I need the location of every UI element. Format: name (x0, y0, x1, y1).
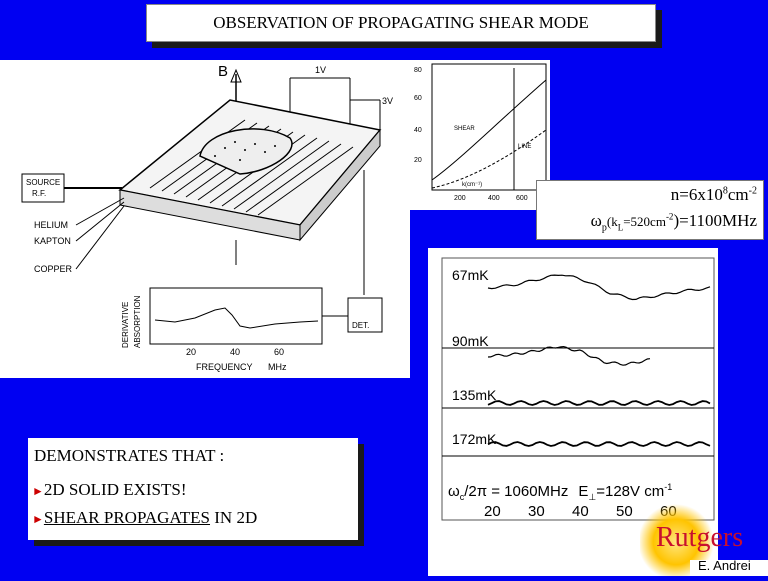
demonstrates-box: DEMONSTRATES THAT : ►2D SOLID EXISTS! ►S… (28, 438, 358, 540)
trace-line-67mK (487, 274, 711, 301)
source-label-1: SOURCE (26, 178, 60, 187)
density-line-1: n=6x108cm-2 (671, 185, 757, 205)
trace-xtick-20: 20 (484, 503, 501, 520)
density-unit-exp: -2 (748, 185, 757, 197)
disp-xtick-200: 200 (454, 195, 466, 202)
cond-omega: ω (448, 483, 460, 500)
cond-field-sub: ⊥ (588, 492, 596, 502)
condition-text: ωc/2π = 1060MHz E⊥=128V cm-1 (448, 482, 672, 502)
density-unit: cm (727, 185, 749, 204)
trace-xtick-40: 40 (572, 503, 589, 520)
demo-bullet-2-underlined: SHEAR PROPAGATES (43, 508, 211, 527)
k-sub: L (617, 222, 624, 233)
apparatus-drawing: B 1V 3V SOURCE R.F. HELIUM KAPTON COPPER (21, 63, 393, 372)
rutgers-logo: Rutgers E. Andrei (638, 500, 768, 580)
density-box: n=6x108cm-2 ωp(kL=520cm-2)=1100MHz (536, 180, 764, 240)
dispersion-plot: 80 60 40 20 SHEAR LINE k(cm⁻¹) 200 400 6… (414, 63, 547, 202)
trace-label-90mk: 90mK (452, 333, 489, 349)
disp-xtick-600: 600 (516, 195, 528, 202)
demo-bullet-1: ►2D SOLID EXISTS! (32, 480, 187, 500)
copper-label: COPPER (34, 264, 73, 274)
sun-icon (638, 504, 768, 580)
apparatus-figure: B 1V 3V SOURCE R.F. HELIUM KAPTON COPPER (0, 60, 410, 378)
bullet-arrow-icon: ► (32, 484, 44, 498)
xunit-mhz: MHz (268, 362, 287, 372)
omega-value: )=1100MHz (673, 211, 757, 230)
slide-title: OBSERVATION OF PROPAGATING SHEAR MODE (146, 4, 656, 42)
trace-line-90mK (487, 345, 651, 366)
field-label-b: B (218, 63, 228, 80)
author-label: E. Andrei (698, 558, 751, 573)
kapton-label: KAPTON (34, 236, 71, 246)
helium-label: HELIUM (34, 220, 68, 230)
omega-sub: p (601, 222, 607, 234)
cond-freq: /2π = 1060MHz (464, 483, 568, 500)
density-exp: 8 (722, 185, 728, 197)
density-prefix: n=6x10 (670, 185, 723, 204)
omega-symbol: ω (590, 211, 602, 230)
disp-xlabel: k(cm⁻¹) (462, 182, 482, 188)
demo-bullet-2: ►SHEAR PROPAGATES IN 2D (32, 508, 257, 528)
trace-label-172mk: 172mK (452, 431, 497, 447)
cond-omega-sub: c (460, 492, 465, 502)
trace-label-67mk: 67mK (452, 267, 489, 283)
ylabel-derivative: DERIVATIVE (121, 302, 130, 348)
trace-xtick-50: 50 (616, 503, 633, 520)
disp-xtick-400: 400 (488, 195, 500, 202)
cond-field-val: =128V cm (596, 483, 664, 500)
xlabel-frequency: FREQUENCY (196, 362, 253, 372)
k-open: (k (606, 214, 618, 229)
trace-label-135mk: 135mK (452, 387, 497, 403)
voltage-top-label: 1V (315, 65, 326, 75)
ylabel-absorption: ABSORPTION (133, 295, 142, 348)
dispersion-figure: 80 60 40 20 SHEAR LINE k(cm⁻¹) 200 400 6… (410, 60, 550, 210)
shear-label: SHEAR (454, 126, 475, 132)
tick-40: 40 (230, 347, 240, 357)
slide-title-text: OBSERVATION OF PROPAGATING SHEAR MODE (213, 13, 589, 32)
density-line-2: ωp(kL=520cm-2)=1100MHz (591, 211, 757, 233)
trace-line-135mK (487, 400, 711, 406)
trace-xtick-30: 30 (528, 503, 545, 520)
cond-field-exp: -1 (664, 482, 672, 492)
line-label: LINE (518, 144, 531, 150)
k-value: =520cm (623, 214, 666, 229)
source-label-2: R.F. (32, 189, 46, 198)
tick-60: 60 (274, 347, 284, 357)
tick-20: 20 (186, 347, 196, 357)
disp-ytick-80: 80 (414, 67, 422, 74)
disp-ytick-20: 20 (414, 157, 422, 164)
disp-ytick-40: 40 (414, 127, 422, 134)
voltage-side-label: 3V (382, 96, 393, 106)
det-label: DET. (352, 321, 369, 330)
demo-bullet-1-text: 2D SOLID EXISTS! (43, 480, 187, 499)
disp-ytick-60: 60 (414, 95, 422, 102)
demo-bullet-2-rest: IN 2D (210, 508, 258, 527)
cond-field: E (578, 483, 588, 500)
rutgers-wordmark: Rutgers (656, 522, 744, 553)
k-exp: -2 (665, 211, 674, 222)
trace-line-172mK (487, 441, 711, 447)
demo-heading: DEMONSTRATES THAT : (34, 446, 225, 465)
traces-plot: 67mK 90mK 135mK 172mK ωc/2π = 1060MHz E⊥=… (441, 257, 715, 521)
bullet-arrow-icon: ► (32, 512, 44, 526)
